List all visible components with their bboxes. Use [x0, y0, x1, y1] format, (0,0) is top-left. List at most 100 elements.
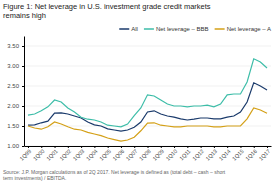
grid [24, 46, 271, 146]
x-tick-label: 1Q05 [98, 148, 112, 162]
y-tick-mark [22, 66, 24, 67]
x-tick: 1Q10 [165, 146, 179, 162]
plot: 1.00 1.50 2.00 2.50 3.00 3.50 1Q991Q001Q011Q02… [7, 37, 271, 162]
legend-label: Net leverage – BBB [156, 26, 209, 32]
x-tick-label: 1Q04 [85, 148, 99, 162]
x-tick-label: 1Q10 [165, 148, 179, 162]
y-tick-label: 1.50 [7, 123, 19, 129]
x-tick-mark [187, 146, 188, 148]
x-tick-label: 1Q12 [191, 148, 205, 162]
x-tick-mark [227, 146, 228, 148]
x-tick-mark [254, 146, 255, 148]
x-tick: 1Q06 [112, 146, 126, 162]
series-line [28, 108, 267, 141]
x-tick: 1Q05 [98, 146, 112, 162]
chart: Figure 1: Net leverage in U.S. investmen… [0, 0, 277, 182]
x-tick-label: 1Q11 [178, 148, 191, 161]
x-tick: 1Q11 [178, 146, 191, 161]
x-tick: 1Q15 [231, 146, 245, 162]
x-tick-label: 1Q02 [58, 148, 72, 162]
y-tick-mark [22, 106, 24, 107]
y-tick-mark [22, 146, 24, 147]
x-tick-mark [214, 146, 215, 148]
x-tick: 1Q04 [85, 146, 99, 162]
x-tick-mark [201, 146, 202, 148]
x-tick: 1Q13 [204, 146, 218, 162]
annotation: Source: J.P. Morgan calculations as of 2… [3, 169, 226, 181]
x-tick: 1Q01 [45, 146, 59, 162]
x-tick-mark [240, 146, 241, 148]
title-line: remains high [3, 11, 46, 20]
y-tick: 2.50 [7, 83, 24, 89]
legend-swatch [119, 28, 129, 30]
grid-line [24, 106, 271, 107]
y-tick: 3.50 [7, 43, 24, 49]
y-tick-label: 2.50 [7, 83, 19, 89]
x-axis-line [25, 146, 272, 147]
y-tick: 1.50 [7, 123, 24, 129]
x-tick: 1Q09 [151, 146, 165, 162]
y-axis: 1.00 1.50 2.00 2.50 3.00 3.50 [7, 37, 24, 150]
y-tick-mark [22, 86, 24, 87]
legend-item: Net leverage – BBB [144, 26, 209, 32]
y-tick-label: 2.00 [7, 103, 19, 109]
y-tick: 1.00 [7, 143, 24, 149]
series-lines [28, 59, 267, 141]
x-tick-mark [41, 146, 42, 148]
title-line: Figure 1: Net leverage in U.S. investmen… [3, 2, 211, 11]
x-tick: 1Q08 [138, 146, 152, 162]
x-tick-label: 1Q17 [258, 148, 272, 162]
legend-label: All [131, 26, 138, 32]
grid-line [24, 66, 271, 67]
x-tick-label: 1Q00 [32, 148, 46, 162]
x-tick: 1Q07 [125, 146, 139, 162]
y-tick-label: 1.00 [7, 143, 19, 149]
x-tick-mark [28, 146, 29, 148]
x-tick-mark [121, 146, 122, 148]
annotation-line: term investments) / EBITDA. [3, 175, 66, 181]
x-tick-label: 1Q08 [138, 148, 152, 162]
y-tick-mark [22, 46, 24, 47]
legend-item: All [119, 26, 138, 32]
x-tick-mark [81, 146, 82, 148]
y-axis-line [24, 37, 25, 147]
legend-label: Net leverage – A [227, 26, 271, 32]
x-tick-mark [174, 146, 175, 148]
x-tick: 1Q99 [19, 146, 33, 162]
x-tick: 1Q02 [58, 146, 72, 162]
legend-swatch [144, 28, 154, 30]
y-tick-label: 3.00 [7, 63, 19, 69]
x-tick-label: 1Q09 [151, 148, 165, 162]
x-tick-label: 1Q15 [231, 148, 245, 162]
x-tick-label: 1Q07 [125, 148, 139, 162]
x-tick-mark [108, 146, 109, 148]
y-tick-mark [22, 126, 24, 127]
y-tick-label: 3.50 [7, 43, 19, 49]
x-tick-label: 1Q14 [218, 148, 232, 162]
series-line [28, 59, 267, 127]
x-tick-label: 1Q03 [72, 148, 86, 162]
x-tick-label: 1Q99 [19, 148, 33, 162]
x-tick-label: 1Q01 [45, 148, 59, 162]
x-tick: 1Q14 [218, 146, 232, 162]
grid-line [24, 46, 271, 47]
x-tick-mark [134, 146, 135, 148]
x-tick: 1Q17 [258, 146, 272, 162]
legend: All Net leverage – BBB Net leverage – A [119, 26, 271, 32]
x-tick-label: 1Q16 [244, 148, 258, 162]
x-tick-mark [267, 146, 268, 148]
x-tick: 1Q16 [244, 146, 258, 162]
legend-item: Net leverage – A [215, 26, 271, 32]
x-tick-label: 1Q06 [112, 148, 126, 162]
grid-line [24, 86, 271, 87]
x-tick-mark [161, 146, 162, 148]
title: Figure 1: Net leverage in U.S. investmen… [3, 2, 211, 20]
x-tick-mark [148, 146, 149, 148]
legend-swatch [215, 28, 225, 30]
x-tick-label: 1Q13 [204, 148, 218, 162]
x-tick: 1Q12 [191, 146, 205, 162]
x-tick: 1Q03 [72, 146, 86, 162]
y-tick: 3.00 [7, 63, 24, 69]
x-tick-mark [68, 146, 69, 148]
x-tick-mark [94, 146, 95, 148]
